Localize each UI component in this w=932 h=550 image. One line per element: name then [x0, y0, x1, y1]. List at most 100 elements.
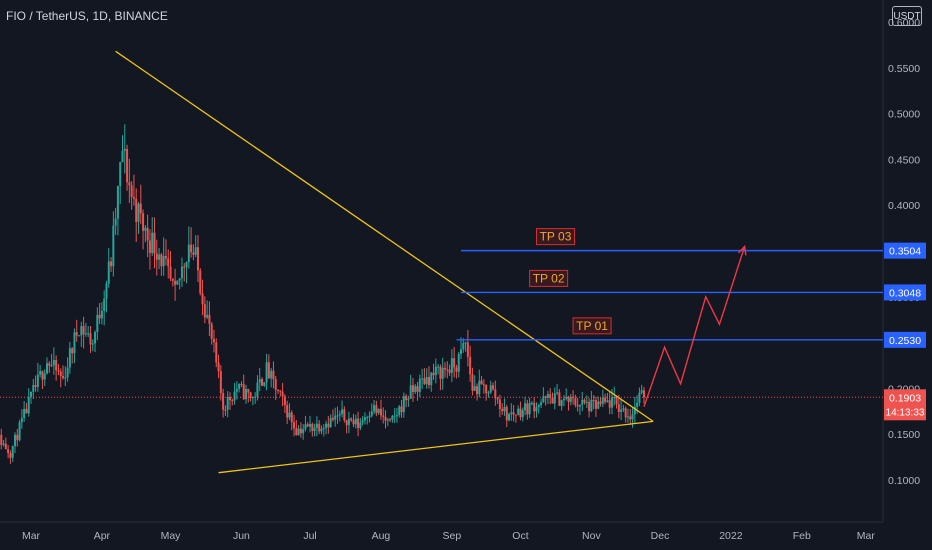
candle-body: [43, 373, 46, 380]
y-tick-label: 0.5500: [888, 63, 920, 75]
candle-body: [421, 378, 424, 380]
candle-body: [347, 418, 350, 426]
candle-body: [146, 227, 149, 241]
candle-body: [610, 397, 613, 408]
x-tick-label: Dec: [651, 530, 670, 542]
candle-body: [270, 370, 273, 379]
candle-body: [528, 403, 531, 415]
candle-body: [9, 453, 12, 458]
candle-body: [272, 370, 275, 380]
candle-body: [496, 398, 499, 400]
current-price-tag: [884, 389, 926, 421]
candle-body: [215, 342, 218, 363]
candle-body: [437, 366, 440, 368]
candle-body: [62, 376, 65, 379]
candle-body: [359, 422, 362, 429]
candle-body: [544, 396, 547, 398]
currency-unit-badge[interactable]: USDT: [892, 6, 922, 26]
candle-body: [487, 392, 490, 394]
candle-body: [261, 379, 264, 386]
target-label-box-1: [572, 317, 612, 335]
candle-body: [290, 412, 293, 423]
candle-body: [288, 412, 291, 418]
candle-body: [222, 393, 225, 410]
candle-body: [210, 323, 213, 339]
candle-body: [642, 390, 645, 398]
x-tick-label: Jun: [233, 530, 250, 542]
candle-body: [469, 356, 472, 375]
candle-body: [34, 385, 37, 387]
candle-body: [206, 314, 209, 318]
projection-path[interactable]: [643, 246, 746, 407]
candle-body: [505, 406, 508, 421]
candle-body: [405, 396, 408, 401]
candle-body: [178, 278, 181, 281]
x-tick-label: Mar: [22, 530, 41, 542]
candle-body: [82, 326, 85, 335]
candle-body: [425, 377, 428, 385]
candle-body: [521, 410, 524, 418]
candle-body: [379, 408, 382, 416]
candle-body: [617, 404, 620, 412]
candle-body: [519, 408, 522, 418]
candle-countdown-label: 14:13:33: [886, 407, 925, 418]
candle-body: [556, 392, 559, 394]
candle-body: [631, 414, 634, 420]
candle-body: [476, 386, 479, 395]
candle-body: [430, 372, 433, 386]
candle-body: [315, 423, 318, 428]
candle-body: [357, 418, 360, 429]
candle-body: [52, 360, 55, 366]
candle-body: [297, 428, 300, 435]
candle-body: [512, 412, 515, 415]
candle-body: [601, 397, 604, 404]
candle-body: [162, 256, 165, 267]
candle-body: [434, 366, 437, 376]
candle-body: [219, 371, 222, 394]
candle-body: [478, 380, 481, 395]
candle-body: [546, 394, 549, 398]
candle-body: [542, 396, 545, 403]
candle-body: [59, 371, 62, 377]
candle-body: [565, 396, 568, 399]
x-tick-label: Aug: [372, 530, 391, 542]
candle-body: [409, 385, 412, 399]
triangle-upper-trendline[interactable]: [115, 50, 654, 422]
candle-body: [309, 424, 312, 427]
candle-body: [480, 380, 483, 385]
candle-body: [84, 333, 87, 335]
candle-body: [354, 418, 357, 425]
candle-body: [624, 408, 627, 418]
candle-body: [153, 232, 156, 254]
candle-body: [389, 419, 392, 421]
candle-body: [167, 258, 170, 267]
candle-body: [249, 392, 252, 398]
candle-body: [235, 388, 238, 392]
candle-body: [473, 386, 476, 391]
candle-body: [414, 386, 417, 393]
candle-body: [75, 332, 78, 336]
candle-body: [20, 417, 23, 423]
y-tick-label: 0.5000: [888, 109, 920, 121]
candle-body: [494, 389, 497, 399]
candle-body: [110, 261, 113, 267]
candle-body: [18, 422, 21, 441]
candle-body: [80, 326, 83, 336]
candle-body: [343, 409, 346, 421]
candle-body: [551, 397, 554, 404]
triangle-lower-trendline[interactable]: [218, 420, 654, 474]
candle-body: [498, 399, 501, 409]
candle-body: [626, 416, 629, 418]
candle-body: [325, 423, 328, 429]
candle-body: [158, 254, 161, 260]
candle-body: [199, 270, 202, 294]
candle-body: [217, 362, 220, 372]
candle-body: [121, 150, 124, 163]
candle-body: [508, 414, 511, 421]
candle-body: [590, 399, 593, 412]
candle-body: [588, 402, 591, 412]
x-tick-label: 2022: [719, 530, 743, 542]
candle-body: [540, 402, 543, 406]
candle-body: [526, 403, 529, 415]
